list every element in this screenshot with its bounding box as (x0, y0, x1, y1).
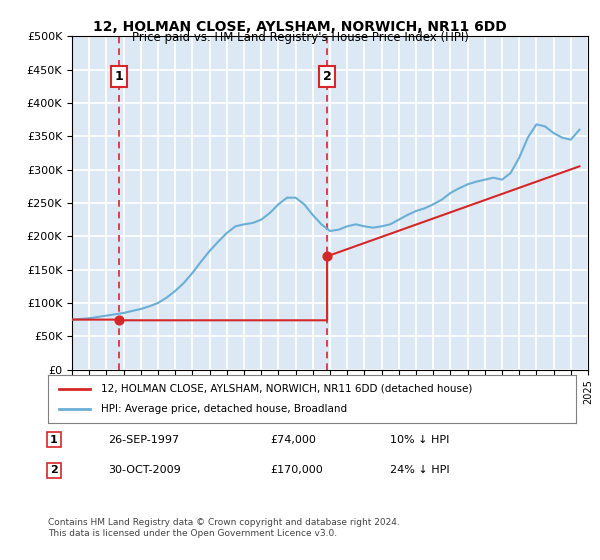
Text: 24% ↓ HPI: 24% ↓ HPI (390, 465, 449, 475)
Point (322, 252, 332, 261)
Text: 26-SEP-1997: 26-SEP-1997 (108, 435, 179, 445)
Point (114, 316, 124, 325)
Text: Price paid vs. HM Land Registry's House Price Index (HPI): Price paid vs. HM Land Registry's House … (131, 31, 469, 44)
Text: 10% ↓ HPI: 10% ↓ HPI (390, 435, 449, 445)
Text: 1: 1 (115, 70, 124, 83)
Text: £74,000: £74,000 (270, 435, 316, 445)
Text: HPI: Average price, detached house, Broadland: HPI: Average price, detached house, Broa… (101, 404, 347, 414)
Text: 12, HOLMAN CLOSE, AYLSHAM, NORWICH, NR11 6DD: 12, HOLMAN CLOSE, AYLSHAM, NORWICH, NR11… (93, 20, 507, 34)
Text: 12, HOLMAN CLOSE, AYLSHAM, NORWICH, NR11 6DD (detached house): 12, HOLMAN CLOSE, AYLSHAM, NORWICH, NR11… (101, 384, 472, 394)
Text: 2: 2 (50, 465, 58, 475)
Text: Contains HM Land Registry data © Crown copyright and database right 2024.: Contains HM Land Registry data © Crown c… (48, 518, 400, 527)
Text: £170,000: £170,000 (270, 465, 323, 475)
Text: 30-OCT-2009: 30-OCT-2009 (108, 465, 181, 475)
Text: This data is licensed under the Open Government Licence v3.0.: This data is licensed under the Open Gov… (48, 529, 337, 538)
Text: 1: 1 (50, 435, 58, 445)
Text: 2: 2 (323, 70, 331, 83)
